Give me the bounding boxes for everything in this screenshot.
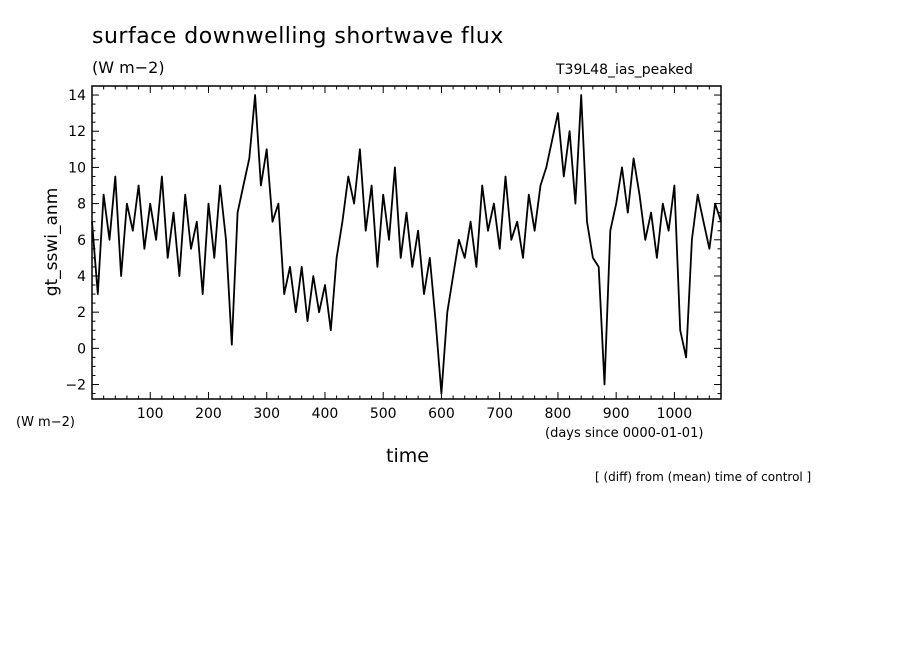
series-line	[91, 94, 722, 395]
x-tick-label: 600	[428, 406, 455, 422]
x-axis-label: time	[386, 445, 429, 467]
x-tick-label: 100	[137, 406, 164, 422]
x-tick-label: 1000	[657, 406, 693, 422]
y-tick-label: 10	[68, 160, 86, 176]
y-tick-label: 2	[77, 305, 86, 321]
y-tick-label: 4	[77, 269, 86, 285]
x-axis-unit: (days since 0000-01-01)	[545, 426, 704, 441]
chart-title: surface downwelling shortwave flux	[92, 24, 504, 49]
y-tick-label: 14	[68, 88, 86, 104]
y-tick-label: 12	[68, 124, 86, 140]
x-tick-label: 300	[253, 406, 280, 422]
x-tick-label: 400	[312, 406, 339, 422]
x-tick-label: 500	[370, 406, 397, 422]
x-tick-label: 700	[486, 406, 513, 422]
run-id-label: T39L48_ias_peaked	[556, 62, 693, 78]
y-tick-label: −2	[65, 378, 86, 394]
x-tick-label: 200	[195, 406, 222, 422]
y-axis-unit: (W m−2)	[16, 415, 75, 430]
x-tick-label: 800	[545, 406, 572, 422]
title-unit: (W m−2)	[92, 58, 165, 77]
x-tick-label: 900	[603, 406, 630, 422]
footnote: [ (diff) from (mean) time of control ]	[595, 470, 812, 484]
y-tick-label: 0	[77, 341, 86, 357]
plot-frame	[91, 85, 722, 400]
y-tick-label: 6	[77, 233, 86, 249]
y-tick-label: 8	[77, 197, 86, 213]
